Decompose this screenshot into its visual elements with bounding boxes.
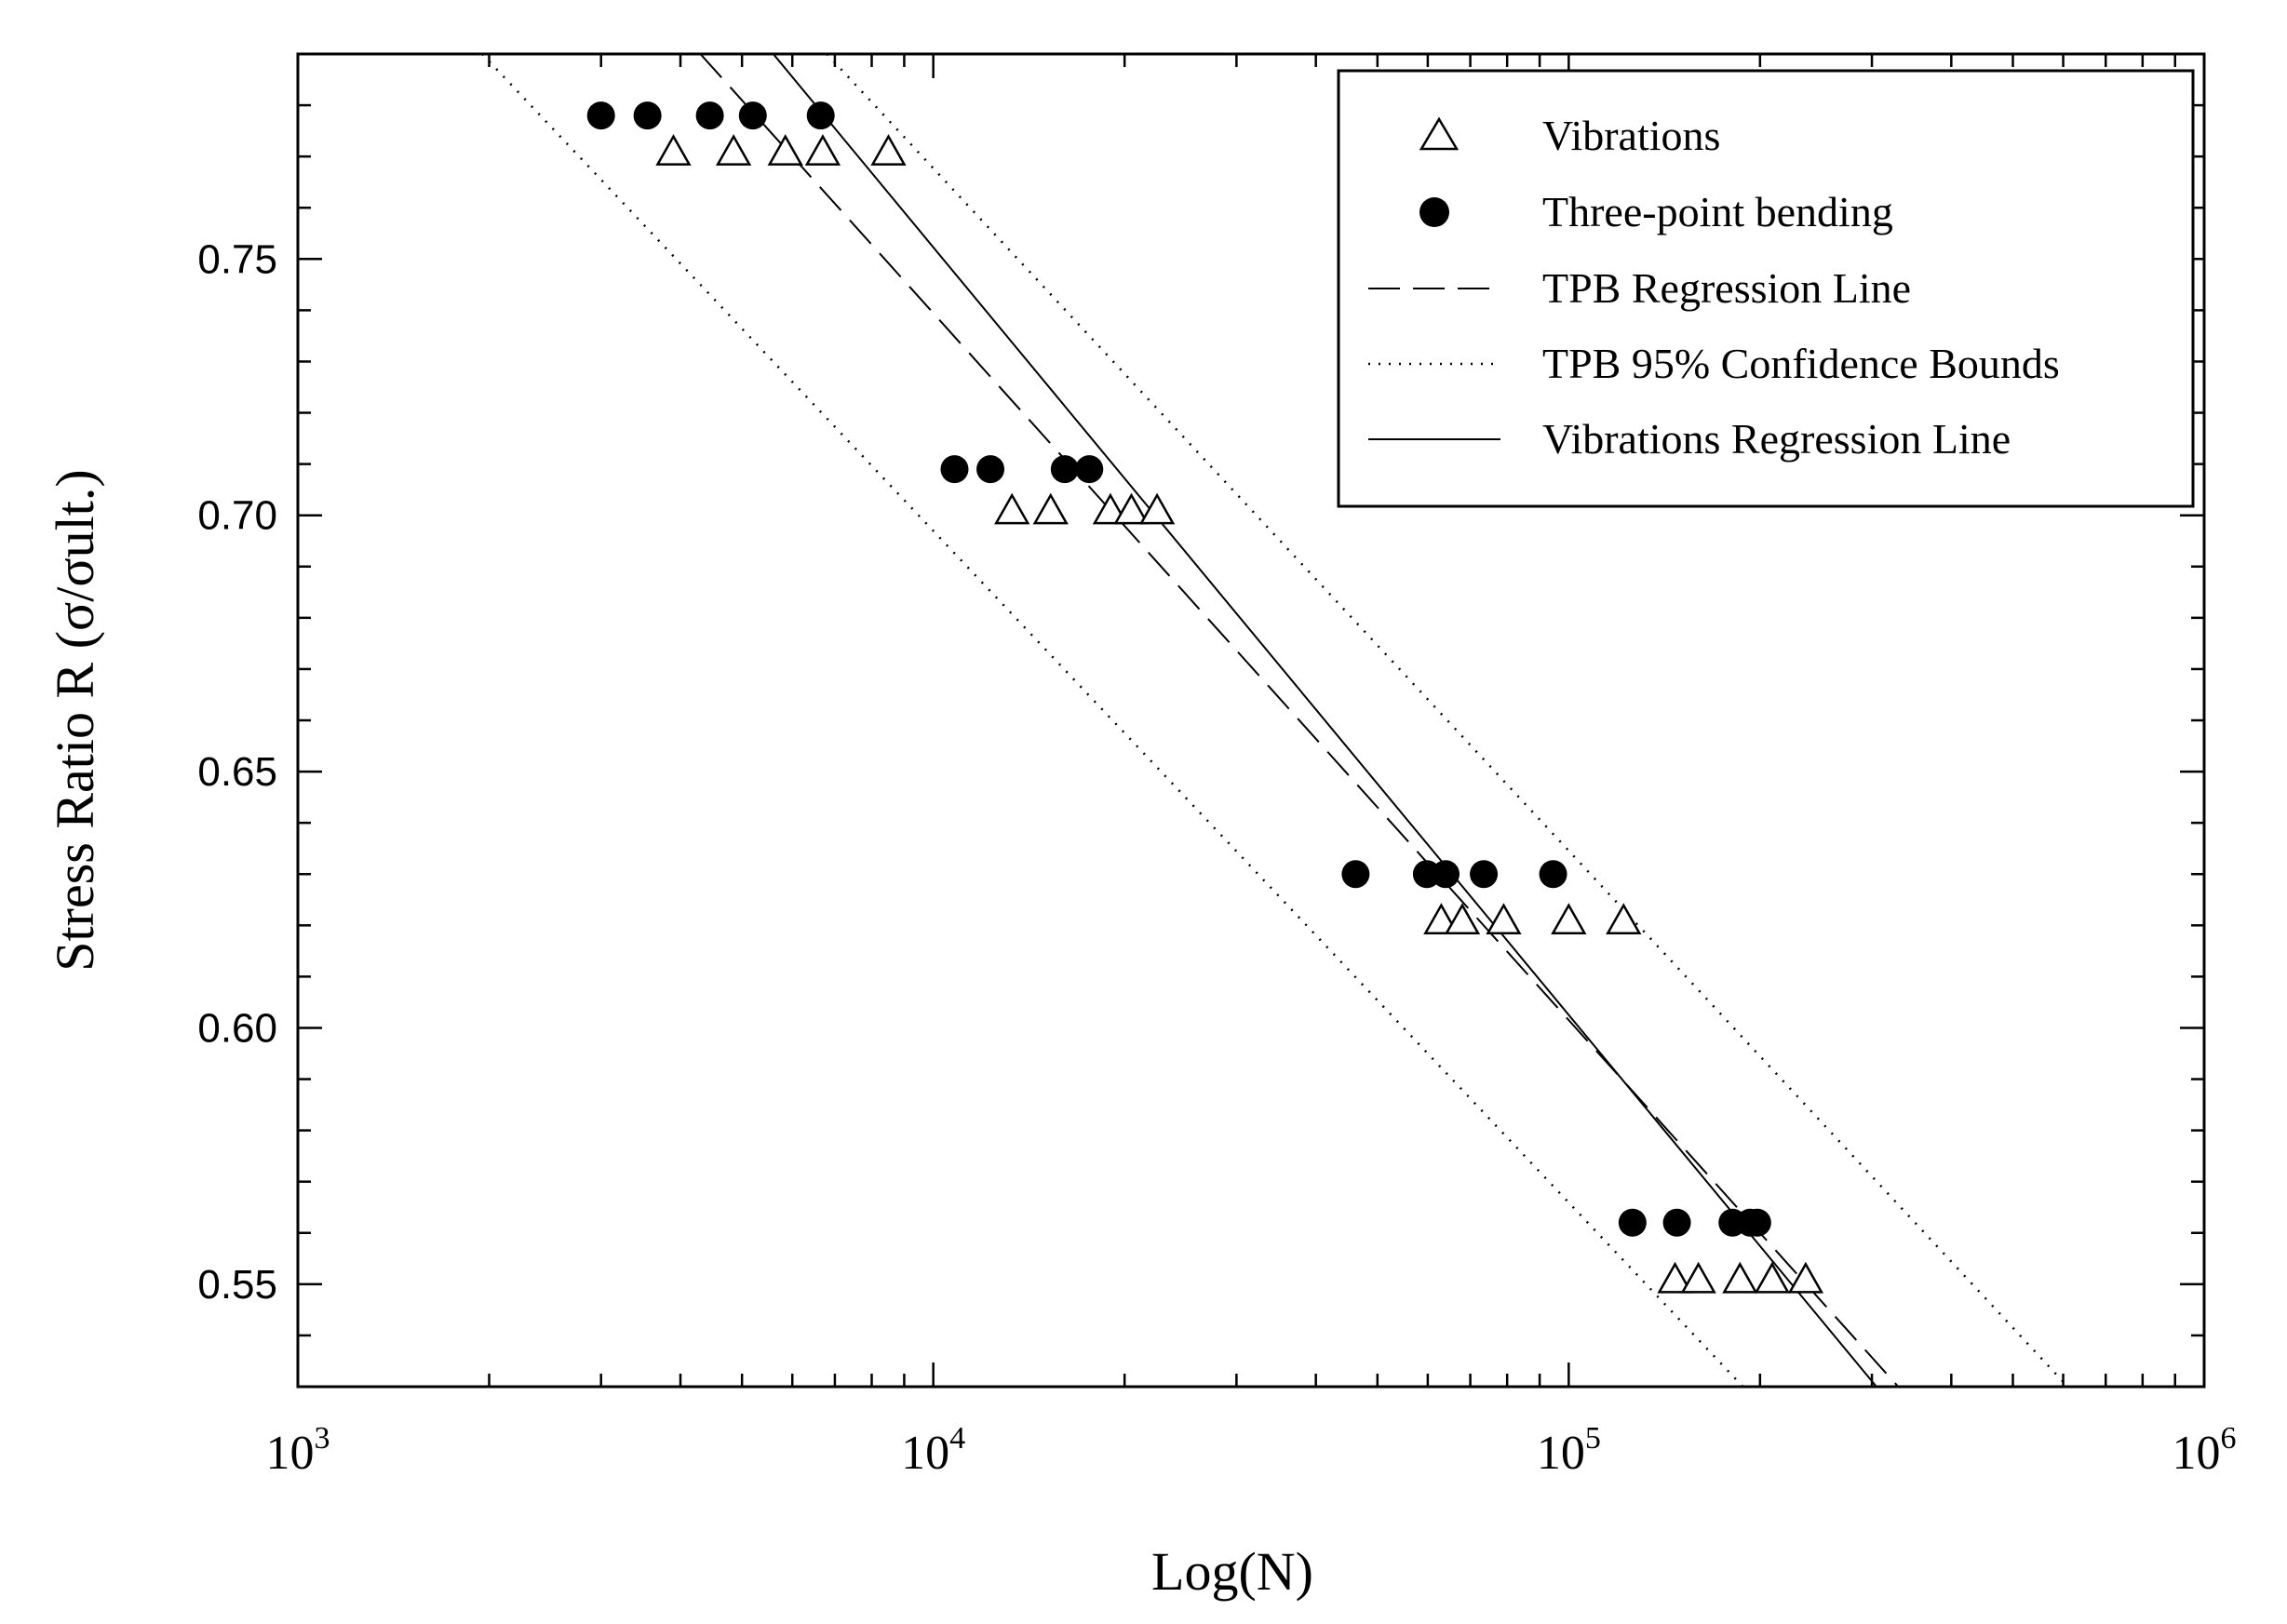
vibrations-data-point [1032, 492, 1069, 525]
legend: Vibrations Three-point bending TPB Regre… [1337, 69, 2195, 508]
y-axis-title: Stress Ratio R (σ/σult.) [45, 469, 105, 971]
three-point-bending-data-point [1432, 860, 1460, 889]
vibrations-data-point [715, 134, 752, 166]
regression-lines-layer [481, 54, 2069, 1387]
legend-label-tpb-confidence-bounds: TPB 95% Confidence Bounds [1542, 340, 2060, 387]
vibrations-data-point [1787, 1261, 1824, 1294]
vibrations-data-point [870, 134, 907, 166]
three-point-bending-data-point [1075, 455, 1104, 484]
x-tick-label: 105 [1537, 1421, 1601, 1480]
vibrations-data-point [1138, 492, 1176, 525]
x-tick-label: 106 [2173, 1421, 2237, 1480]
x-tick-label: 104 [901, 1421, 965, 1480]
data-points-layer [586, 101, 1824, 1294]
vibrations-data-point [655, 134, 692, 166]
three-point-bending-data-point [586, 101, 615, 130]
legend-marker-triangle-icon [1419, 116, 1460, 151]
y-tick-label: 0.65 [197, 749, 277, 795]
three-point-bending-data-point [806, 101, 835, 130]
legend-marker-circle-icon [1419, 197, 1449, 227]
vibrations-data-point [1551, 903, 1587, 935]
vibrations-data-point [1606, 903, 1642, 935]
three-point-bending-data-point [1470, 860, 1499, 889]
vibrations-data-point [804, 134, 841, 166]
three-point-bending-data-point [1618, 1208, 1647, 1237]
vibrations-data-point [1486, 903, 1522, 935]
legend-label-three-point-bending: Three-point bending [1542, 188, 1893, 235]
y-tick-label: 0.60 [197, 1005, 277, 1051]
legend-label-tpb-regression-line: TPB Regression Line [1542, 264, 1911, 312]
three-point-bending-data-point [1539, 860, 1567, 889]
three-point-bending-data-point [633, 101, 662, 130]
legend-label-vibrations-regression-line: Vibrations Regression Line [1542, 415, 2011, 463]
ticks-layer [296, 52, 2206, 1389]
tpb-regression-line [699, 54, 1900, 1387]
plot-area-frame [296, 52, 2206, 1389]
three-point-bending-data-point [940, 455, 969, 484]
vibrations-data-point [1722, 1261, 1758, 1294]
three-point-bending-data-point [695, 101, 724, 130]
vibrations-data-point [767, 134, 803, 166]
three-point-bending-data-point [1662, 1208, 1691, 1237]
vibrations-data-point [1113, 492, 1150, 525]
vibrations-data-point [1444, 903, 1481, 935]
legend-label-vibrations: Vibrations [1542, 112, 1720, 159]
vibrations-data-point [1657, 1261, 1693, 1294]
vibrations-regression-line [772, 54, 1877, 1387]
y-tick-label: 0.55 [197, 1262, 277, 1308]
three-point-bending-data-point [738, 101, 767, 130]
x-axis-title: Log(N) [1151, 1541, 1313, 1602]
vibrations-data-point [1680, 1261, 1716, 1294]
three-point-bending-data-point [1050, 455, 1079, 484]
y-tick-label: 0.75 [197, 236, 277, 282]
three-point-bending-data-point [1742, 1208, 1771, 1237]
three-point-bending-data-point [976, 455, 1005, 484]
three-point-bending-data-point [1341, 860, 1370, 889]
y-tick-label: 0.70 [197, 493, 277, 539]
vibrations-data-point [994, 492, 1030, 525]
vibrations-data-point [1754, 1261, 1791, 1294]
x-tick-label: 103 [266, 1421, 330, 1480]
